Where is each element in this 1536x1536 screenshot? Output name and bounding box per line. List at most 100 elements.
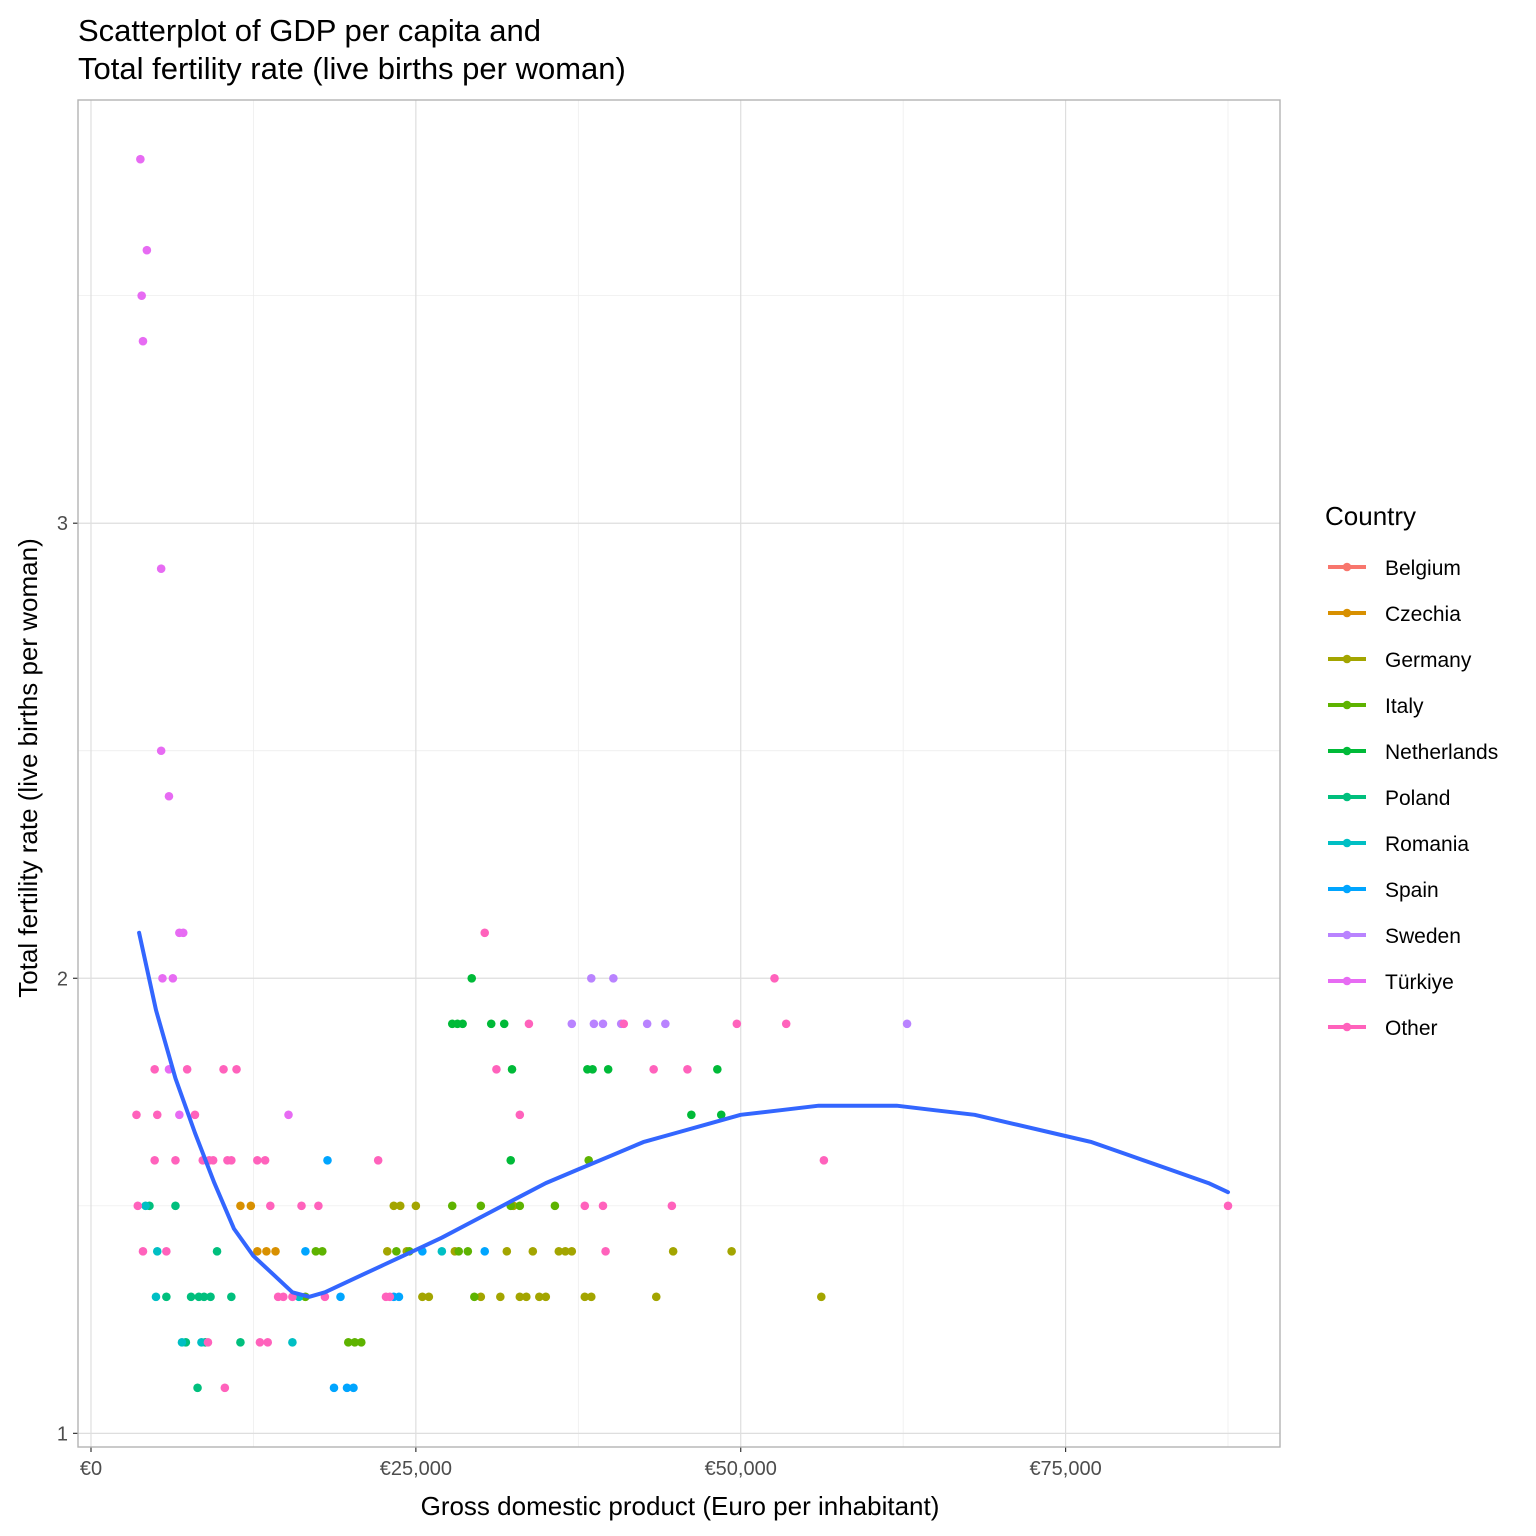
point-germany [382,1247,392,1256]
point-spain [329,1383,339,1393]
point-t-rkiye [175,1110,184,1120]
point-italy [356,1338,366,1347]
point-italy [343,1338,353,1347]
y-axis-ticks: 1 2 3 [57,513,78,1445]
point-other [253,1156,262,1165]
point-other [297,1201,306,1211]
legend-label-poland: Poland [1385,787,1450,810]
point-sweden [598,1019,608,1029]
point-t-rkiye [142,245,152,255]
point-sweden [902,1019,912,1029]
point-poland [206,1292,215,1302]
point-other [208,1156,218,1165]
grid [78,100,1280,1447]
point-other [524,1019,534,1029]
point-italy [350,1338,360,1347]
legend-key-point-other [1342,1022,1352,1032]
point-poland [199,1292,209,1302]
point-czechia [253,1247,262,1256]
plot-panel-border [77,99,1281,1448]
point-germany [727,1247,736,1256]
point-germany [528,1247,538,1256]
legend-label-other: Other [1385,1017,1438,1040]
point-italy [311,1247,321,1256]
point-italy [515,1201,525,1211]
point-romania [177,1338,187,1347]
point-t-rkiye [138,336,148,346]
y-tick-label: 3 [57,513,68,535]
point-germany [476,1292,486,1302]
point-other [152,1110,162,1120]
legend-label-germany: Germany [1385,649,1472,672]
point-netherlands [713,1064,722,1074]
point-t-rkiye [168,973,178,983]
point-other [203,1338,213,1347]
point-romania [141,1201,150,1211]
point-poland [186,1292,196,1302]
point-italy [463,1247,473,1256]
point-germany [424,1292,434,1302]
legend-key-point-sweden [1342,930,1352,940]
point-other [667,1201,677,1211]
point-germany [560,1247,570,1256]
y-axis-label: Total fertility rate (live births per wo… [13,538,43,997]
legend-label-t-rkiye: Türkiye [1385,971,1454,994]
x-axis-label: Gross domestic product (Euro per inhabit… [421,1491,940,1521]
point-netherlands [507,1064,517,1074]
point-italy [317,1247,327,1256]
point-netherlands [716,1110,726,1120]
point-other [373,1156,383,1165]
point-germany [418,1292,427,1302]
legend-key-point-poland [1342,792,1352,802]
point-other [314,1201,323,1211]
point-romania [288,1338,297,1347]
legend-key-point-germany [1342,654,1352,664]
point-czechia [246,1201,256,1211]
point-poland [236,1338,245,1347]
legend-key-point-czechia [1342,608,1352,618]
point-netherlands [588,1064,597,1074]
point-other [732,1019,742,1029]
point-other [227,1156,236,1165]
point-spain [480,1247,490,1256]
point-italy [454,1247,464,1256]
point-other [150,1064,159,1074]
x-tick-label: €0 [80,1458,102,1480]
x-axis-ticks: €0 €25,000 €50,000 €75,000 [80,1447,1102,1480]
point-other [150,1156,159,1165]
point-germany [395,1201,405,1211]
point-germany [668,1247,678,1256]
legend-key-point-italy [1342,700,1352,710]
point-other [171,1156,180,1165]
point-other [649,1064,658,1074]
point-other [385,1292,395,1302]
legend-label-italy: Italy [1385,695,1424,718]
point-other [182,1064,192,1074]
point-spain [336,1292,345,1302]
point-germany [541,1292,551,1302]
point-spain [323,1156,332,1165]
point-other [132,1110,141,1120]
point-sweden [567,1019,577,1029]
point-germany [515,1292,525,1302]
chart-title-line1: Scatterplot of GDP per capita and [78,13,541,48]
point-netherlands [506,1156,516,1165]
point-spain [394,1292,404,1302]
point-t-rkiye [158,973,167,983]
legend-label-romania: Romania [1385,833,1469,856]
point-sweden [589,1019,599,1029]
point-sweden [586,973,596,983]
point-netherlands [603,1064,613,1074]
legend-label-spain: Spain [1385,879,1439,902]
y-tick-label: 2 [57,968,68,990]
point-germany [567,1247,577,1256]
point-other [1223,1201,1233,1211]
point-poland [193,1383,202,1393]
x-tick-label: €25,000 [380,1458,452,1480]
legend-key-point-belgium [1342,562,1352,572]
point-other [263,1338,273,1347]
point-netherlands [687,1110,696,1120]
point-other [190,1110,200,1120]
point-other [133,1201,143,1211]
